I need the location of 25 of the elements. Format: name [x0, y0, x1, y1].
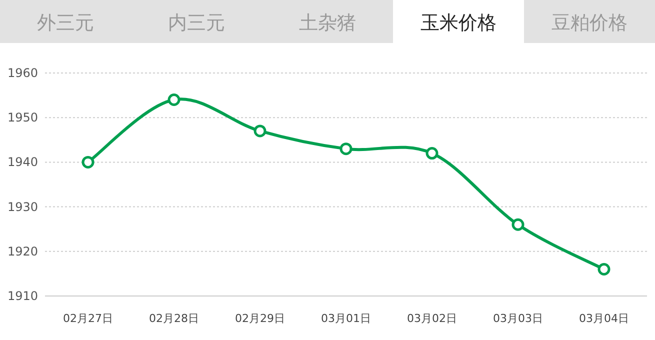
y-tick-label: 1920: [7, 244, 38, 258]
point: [426, 147, 438, 160]
point: [598, 262, 610, 276]
point: [512, 218, 524, 231]
point: [254, 124, 266, 138]
chart-title: 玉米价格: [420, 12, 496, 34]
y-tick-label: 1950: [7, 110, 38, 125]
text: 内三元: [168, 12, 225, 34]
text: 外三元: [37, 12, 94, 34]
point: [340, 142, 352, 156]
y-tick-label: 1930: [7, 200, 38, 214]
x-tick-label: 03月03日: [493, 312, 543, 325]
point: [82, 156, 94, 168]
y-tick-label: 1910: [7, 289, 38, 303]
text: 豆粕价格: [552, 12, 628, 34]
x-tick-label: 03月01日: [321, 312, 371, 325]
x-tick-label: 03月02日: [407, 312, 457, 325]
text: 土杂猪: [299, 12, 356, 34]
y-tick-label: 1940: [7, 155, 38, 170]
y-tick-label: 1960: [7, 66, 38, 80]
x-tick-label: 02月27日: [63, 312, 113, 325]
x-tick-label: 02月28日: [149, 312, 199, 325]
x-tick-label: 02月29日: [235, 312, 285, 325]
x-tick-label: 03月04日: [579, 312, 629, 325]
point: [168, 94, 180, 106]
